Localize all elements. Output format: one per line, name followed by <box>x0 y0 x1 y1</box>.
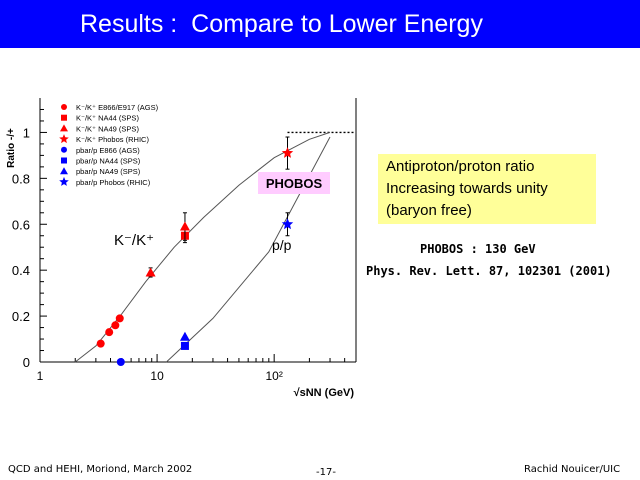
legend-marker <box>61 157 67 164</box>
data-point <box>281 218 294 230</box>
y-tick-label: 0 <box>23 355 30 370</box>
data-point <box>96 339 105 348</box>
legend-label: K⁻/K⁺ NA49 (SPS) <box>76 124 139 133</box>
legend-marker <box>60 124 68 132</box>
y-tick-label: 0.8 <box>12 171 30 186</box>
data-point <box>145 267 156 277</box>
data-point <box>115 314 124 323</box>
legend-marker <box>59 134 69 144</box>
publication-reference: Phys. Rev. Lett. 87, 102301 (2001) <box>366 264 612 278</box>
page-number: -17- <box>316 467 336 478</box>
chart-labels: Ratio -/+ √sNN (GeV) PHOBOS K⁻/K⁺ p/p <box>6 128 354 399</box>
data-point <box>281 147 294 158</box>
title-bar: Results : Compare to Lower Energy <box>0 0 640 48</box>
chart-axes: 0 0.2 0.4 0.6 0.8 1 1 10 10² <box>12 98 357 383</box>
x-tick-label: 10 <box>150 369 164 383</box>
trend-curve <box>166 136 331 363</box>
x-axis-label: √sNN (GeV) <box>294 387 355 399</box>
chart-marks <box>96 136 294 366</box>
legend-marker <box>59 176 69 186</box>
legend-label: pbar/p NA49 (SPS) <box>76 167 141 176</box>
note-box: Antiproton/proton ratio Increasing towar… <box>378 154 596 224</box>
data-point <box>179 331 190 341</box>
data-point <box>179 221 190 231</box>
slide-title: Results : Compare to Lower Energy <box>80 10 483 38</box>
legend-marker <box>61 146 67 153</box>
kaon-ratio-label: K⁻/K⁺ <box>114 232 154 249</box>
legend-marker <box>60 167 68 175</box>
data-point <box>116 358 125 366</box>
legend-label: K⁻/K⁺ E866/E917 (AGS) <box>76 103 159 112</box>
legend-label: pbar/p Phobos (RHIC) <box>76 178 151 187</box>
phobos-label-bg <box>258 172 330 194</box>
note-line: Antiproton/proton ratio <box>386 158 535 175</box>
footer-right: Rachid Nouicer/UIC <box>524 464 621 475</box>
legend-label: pbar/p NA44 (SPS) <box>76 157 141 166</box>
proton-ratio-label: p/p <box>272 237 292 253</box>
phobos-label: PHOBOS <box>266 176 323 191</box>
legend-marker <box>61 104 67 110</box>
data-point <box>180 341 189 350</box>
footer-left: QCD and HEHI, Moriond, March 2002 <box>8 464 193 475</box>
legend-label: K⁻/K⁺ Phobos (RHIC) <box>76 135 149 144</box>
y-tick-label: 0.4 <box>12 263 30 278</box>
note-line: Increasing towards unity <box>386 180 548 197</box>
legend-label: pbar/p E866 (AGS) <box>76 146 140 155</box>
data-point <box>105 328 114 337</box>
data-point <box>111 321 120 330</box>
x-tick-label: 10² <box>265 369 282 383</box>
legend-label: K⁻/K⁺ NA44 (SPS) <box>76 114 139 123</box>
y-tick-label: 1 <box>23 125 30 140</box>
y-tick-label: 0.2 <box>12 309 30 324</box>
chart-legend: K⁻/K⁺ E866/E917 (AGS)K⁻/K⁺ NA44 (SPS)K⁻/… <box>59 103 159 187</box>
legend-marker <box>61 114 67 121</box>
y-tick-label: 0.6 <box>12 217 30 232</box>
y-axis-label: Ratio -/+ <box>6 128 17 168</box>
publication-energy: PHOBOS : 130 GeV <box>420 242 536 256</box>
note-line: (baryon free) <box>386 202 472 219</box>
x-tick-label: 1 <box>37 369 44 383</box>
